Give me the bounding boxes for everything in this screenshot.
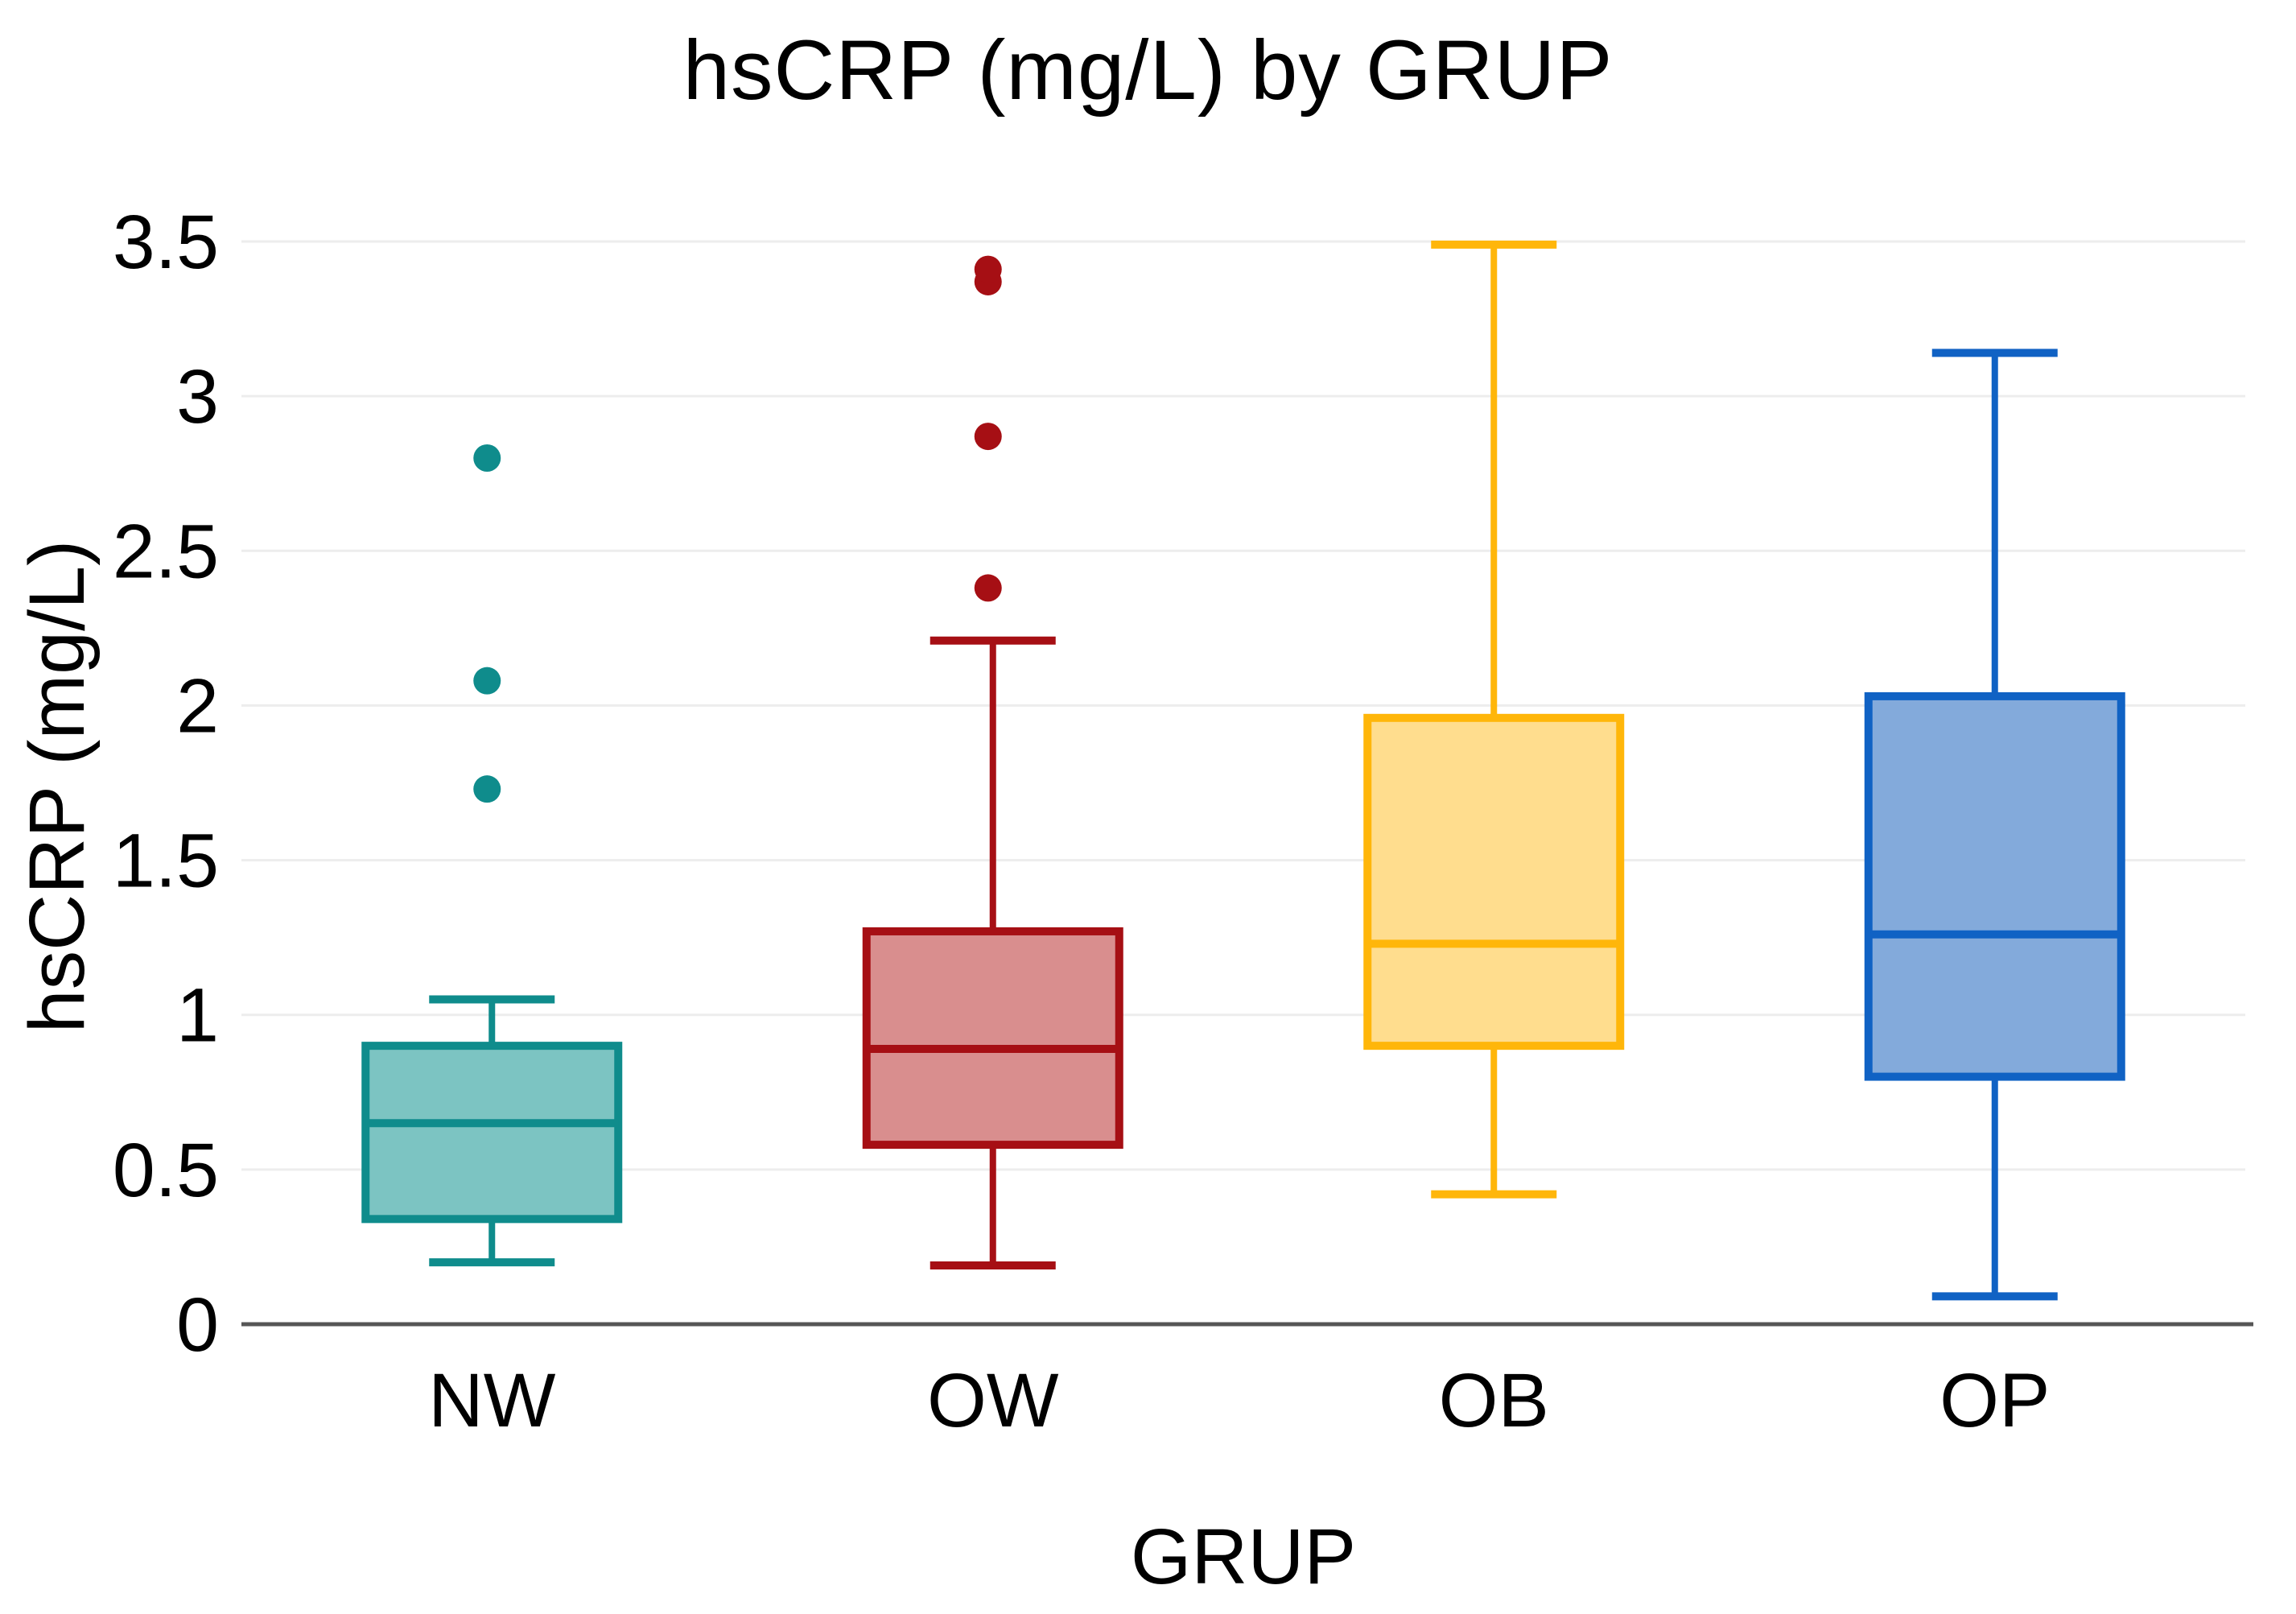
chart-title: hsCRP (mg/L) by GRUP [682,23,1614,118]
y-tick-label: 2.5 [113,509,219,594]
box-OW [862,927,1123,1150]
x-tick-label: OB [1439,1358,1549,1443]
box-OB [1363,713,1625,1051]
outlier-dot-NW [473,775,501,803]
outlier-dot-OW [974,574,1002,602]
box-NW [361,1042,623,1224]
y-tick-label: 2 [176,663,219,749]
outlier-dot-OW [974,423,1002,451]
outlier-dot-NW [473,444,501,472]
y-tick-label: 3.5 [113,200,219,285]
outlier-dot-NW [473,667,501,695]
x-tick-label: NW [428,1358,556,1443]
x-axis-title: GRUP [1130,1513,1357,1600]
outlier-dot-OW [974,255,1002,283]
y-tick-label: 0 [176,1282,219,1368]
x-tick-label: OP [1939,1358,2050,1443]
y-tick-label: 1 [176,973,219,1059]
y-tick-label: 0.5 [113,1128,219,1213]
y-tick-label: 1.5 [113,819,219,904]
y-tick-label: 3 [176,354,219,440]
box-OP [1864,691,2125,1081]
x-tick-label: OW [927,1358,1059,1443]
